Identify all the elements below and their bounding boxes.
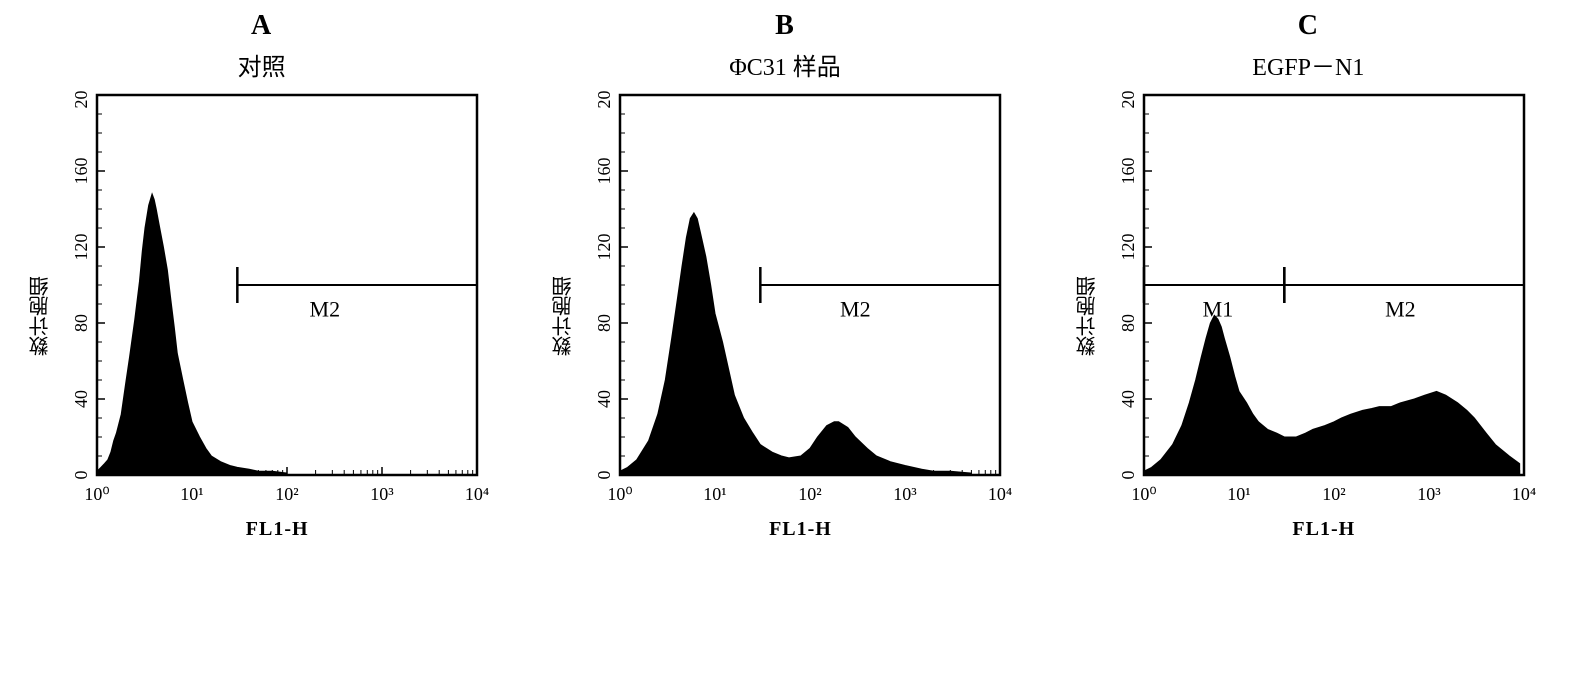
histogram-svg: M2 10⁰ 10¹ 10² 10³ 10⁴ 0 40 80 120 160 200 <box>57 90 497 510</box>
svg-text:10⁴: 10⁴ <box>1512 484 1536 504</box>
histogram-svg: M2 10⁰ 10¹ 10² 10³ 10⁴ 0 40 80 120 160 200 <box>580 90 1020 510</box>
svg-text:120: 120 <box>71 234 91 261</box>
svg-text:10³: 10³ <box>894 484 918 504</box>
panel-letter: C <box>1298 10 1319 42</box>
svg-text:200: 200 <box>594 90 614 109</box>
svg-text:10³: 10³ <box>370 484 394 504</box>
svg-text:80: 80 <box>71 314 91 332</box>
panel-letter: A <box>251 10 272 42</box>
svg-text:10⁴: 10⁴ <box>465 484 489 504</box>
svg-text:10¹: 10¹ <box>1227 484 1250 504</box>
y-axis-label: 数计胞细 <box>549 276 578 356</box>
chart-wrapper: 数计胞细 M2 10⁰ 10¹ 10² 10³ 10⁴ 0 40 80 120 160 200 F… <box>26 90 497 541</box>
svg-text:40: 40 <box>594 390 614 408</box>
svg-text:0: 0 <box>594 471 614 480</box>
svg-text:10⁴: 10⁴ <box>988 484 1012 504</box>
svg-text:10⁰: 10⁰ <box>1131 484 1156 504</box>
svg-text:120: 120 <box>594 234 614 261</box>
svg-text:120: 120 <box>1118 234 1138 261</box>
panel-C: C EGFP－N1 数计胞细 M1 M2 10⁰ 10¹ 10² 10³ 10⁴ 0 40 8… <box>1057 10 1560 541</box>
figure-container: A 对照 数计胞细 M2 10⁰ 10¹ 10² 10³ 10⁴ 0 40 80 120 160… <box>10 10 1560 541</box>
svg-text:200: 200 <box>1118 90 1138 109</box>
chart-area: M1 M2 10⁰ 10¹ 10² 10³ 10⁴ 0 40 80 120 160 200 FL1-… <box>1104 90 1544 541</box>
svg-text:10²: 10² <box>1322 484 1345 504</box>
svg-text:200: 200 <box>71 90 91 109</box>
histogram-svg: M1 M2 10⁰ 10¹ 10² 10³ 10⁴ 0 40 80 120 160 200 <box>1104 90 1544 510</box>
x-axis-label: FL1-H <box>769 518 832 541</box>
svg-text:10¹: 10¹ <box>180 484 203 504</box>
svg-text:0: 0 <box>71 471 91 480</box>
svg-text:160: 160 <box>594 158 614 185</box>
panel-title: 对照 <box>238 47 286 82</box>
svg-text:160: 160 <box>1118 158 1138 185</box>
svg-text:10⁰: 10⁰ <box>608 484 633 504</box>
chart-area: M2 10⁰ 10¹ 10² 10³ 10⁴ 0 40 80 120 160 200 FL1-H <box>580 90 1020 541</box>
panel-letter: B <box>775 10 795 42</box>
svg-text:40: 40 <box>1118 390 1138 408</box>
svg-text:M2: M2 <box>841 297 872 322</box>
svg-text:160: 160 <box>71 158 91 185</box>
svg-text:M2: M2 <box>310 297 341 322</box>
svg-text:40: 40 <box>71 390 91 408</box>
y-axis-label: 数计胞细 <box>1073 276 1102 356</box>
svg-text:0: 0 <box>1118 471 1138 480</box>
svg-text:80: 80 <box>594 314 614 332</box>
panel-title: EGFP－N1 <box>1252 47 1364 82</box>
panel-A: A 对照 数计胞细 M2 10⁰ 10¹ 10² 10³ 10⁴ 0 40 80 120 160… <box>10 10 513 541</box>
chart-wrapper: 数计胞细 M1 M2 10⁰ 10¹ 10² 10³ 10⁴ 0 40 80 120 160 200… <box>1073 90 1544 541</box>
svg-text:10¹: 10¹ <box>704 484 727 504</box>
y-axis-label: 数计胞细 <box>26 276 55 356</box>
x-axis-label: FL1-H <box>1292 518 1355 541</box>
panel-title: ΦC31 样品 <box>729 47 841 82</box>
chart-area: M2 10⁰ 10¹ 10² 10³ 10⁴ 0 40 80 120 160 200 FL1-H <box>57 90 497 541</box>
svg-text:80: 80 <box>1118 314 1138 332</box>
svg-text:10³: 10³ <box>1417 484 1441 504</box>
panel-B: B ΦC31 样品 数计胞细 M2 10⁰ 10¹ 10² 10³ 10⁴ 0 40 80 1… <box>533 10 1036 541</box>
chart-wrapper: 数计胞细 M2 10⁰ 10¹ 10² 10³ 10⁴ 0 40 80 120 160 200 F… <box>549 90 1020 541</box>
svg-text:M2: M2 <box>1385 297 1416 322</box>
svg-text:10⁰: 10⁰ <box>85 484 110 504</box>
svg-text:10²: 10² <box>275 484 298 504</box>
x-axis-label: FL1-H <box>246 518 309 541</box>
svg-text:M1: M1 <box>1202 297 1233 322</box>
svg-text:10²: 10² <box>799 484 822 504</box>
